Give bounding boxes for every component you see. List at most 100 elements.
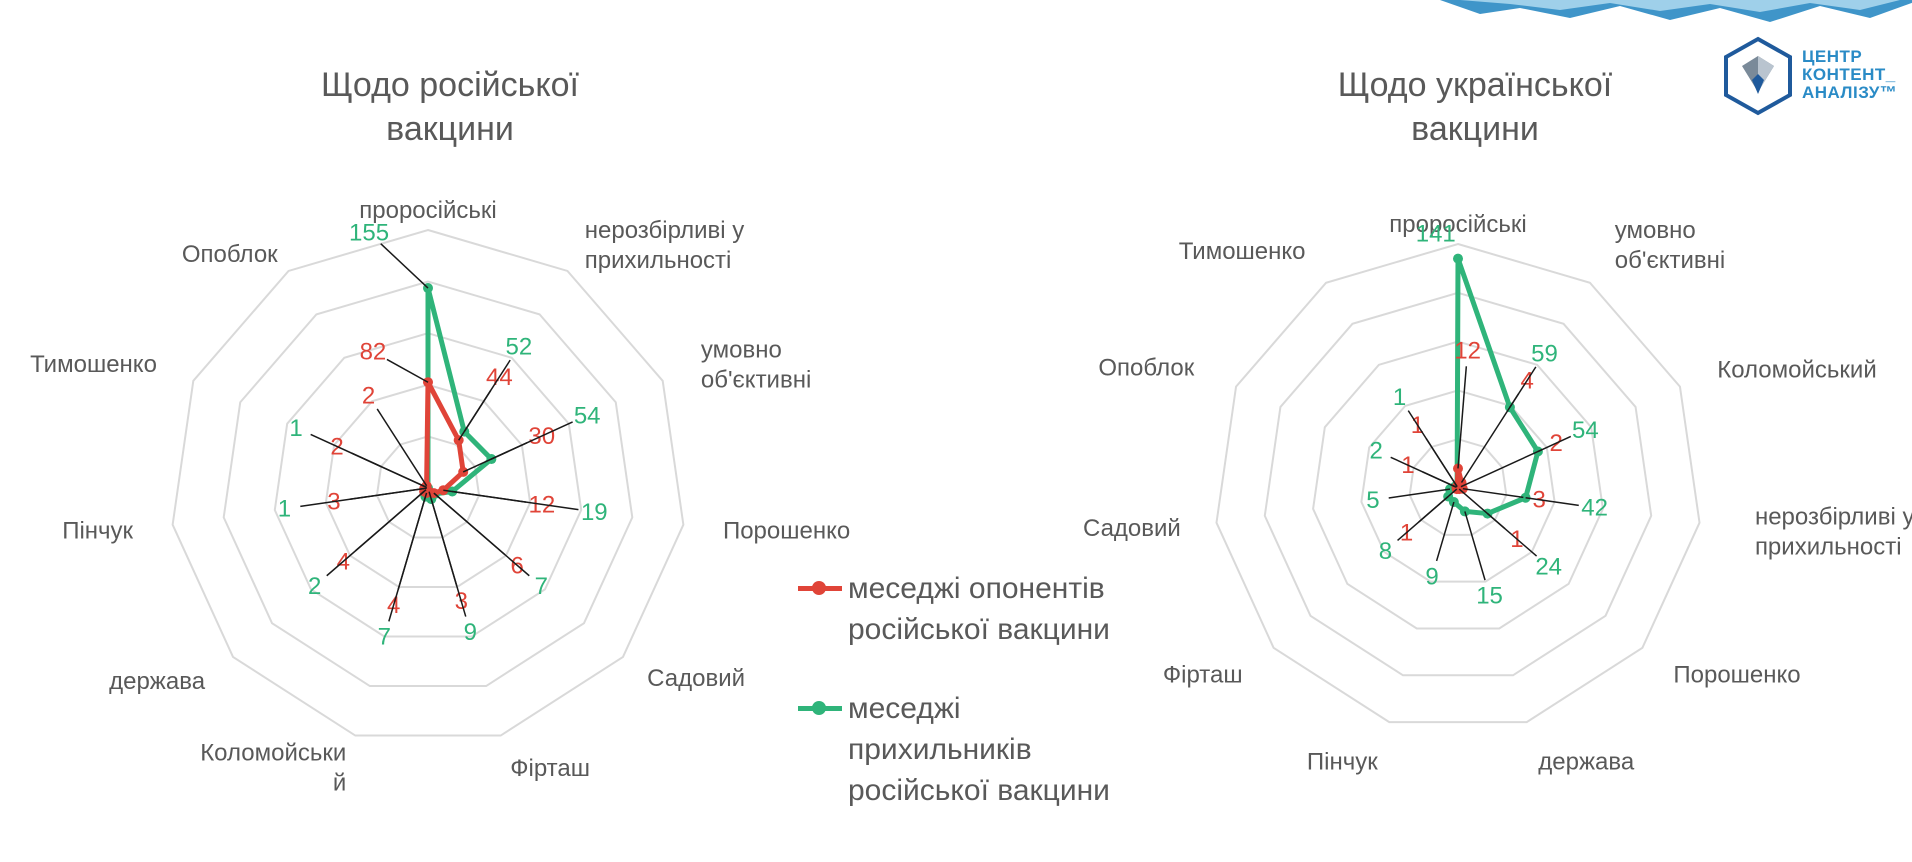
- category-label: Фірташ: [1163, 662, 1243, 689]
- leader-line: [1462, 487, 1524, 499]
- leader-line: [1460, 393, 1520, 483]
- category-label: Пінчук: [62, 517, 133, 544]
- chart-title-line: вакцини: [386, 110, 514, 148]
- leader-line: [326, 489, 427, 577]
- category-label: держава: [1538, 748, 1635, 775]
- grid-ring: [171, 228, 685, 737]
- category-label: Тимошенко: [30, 351, 157, 378]
- leader-line: [1509, 366, 1537, 408]
- data-label: 12: [1454, 337, 1481, 364]
- data-label: 7: [535, 573, 548, 600]
- data-label: 155: [349, 220, 389, 247]
- leader-line: [376, 408, 428, 487]
- data-label: 7: [378, 624, 391, 651]
- data-label: 19: [581, 499, 608, 526]
- legend-label: меседжі: [848, 692, 961, 725]
- grid-ring: [324, 383, 532, 589]
- category-label: умовно об'єктивні: [1615, 217, 1725, 274]
- data-label: 59: [1531, 340, 1558, 367]
- logo-text-line3: АНАЛІЗУ™: [1802, 83, 1898, 102]
- logo-hexagon-icon: [1724, 36, 1792, 116]
- leader-line: [491, 421, 573, 460]
- leader-line: [386, 358, 429, 383]
- leader-line: [1388, 488, 1451, 499]
- decorative-banner: [1440, 0, 1912, 22]
- grid-ring: [1215, 242, 1701, 724]
- data-label: 15: [1476, 582, 1503, 609]
- chart-title-ukrainian-vaccine: Щодо української вакцини: [1265, 63, 1685, 151]
- category-label: Тимошенко: [1179, 238, 1306, 265]
- logo: ЦЕНТР КОНТЕНТ_ АНАЛІЗУ™: [1718, 36, 1908, 116]
- leader-line: [310, 433, 428, 489]
- leader-line: [1464, 511, 1486, 581]
- leader-line: [1457, 366, 1468, 469]
- data-point: [1453, 253, 1463, 264]
- data-label: 141: [1416, 221, 1456, 248]
- category-label: умовно об'єктивні: [701, 336, 811, 393]
- category-label: Пінчук: [1307, 748, 1378, 775]
- category-label: Фірташ: [510, 755, 590, 782]
- leader-line: [1435, 501, 1455, 562]
- grid-ring: [273, 332, 583, 638]
- leader-line: [388, 496, 427, 622]
- grid-ring: [1360, 389, 1556, 583]
- legend-label: російської вакцини: [848, 774, 1110, 807]
- chart-title-line: Щодо української: [1337, 66, 1613, 104]
- grid-ring: [375, 435, 481, 539]
- data-label: 2: [308, 573, 321, 600]
- legend-marker-supporters: [812, 701, 826, 715]
- legend-label: російської вакцини: [848, 613, 1110, 646]
- data-label: 8: [1379, 538, 1392, 565]
- data-label: 42: [1581, 495, 1608, 522]
- category-label: нерозбірливі у прихильності: [1755, 504, 1912, 561]
- leader-line: [300, 487, 427, 508]
- data-label: 82: [360, 339, 387, 366]
- data-label: 52: [505, 334, 532, 361]
- leader-line: [1397, 495, 1449, 541]
- leader-line: [1537, 435, 1572, 453]
- category-label: Коломойський: [1717, 357, 1877, 384]
- chart-title-line: вакцини: [1411, 110, 1539, 148]
- radar-chart-0: проросійські нерозбірливі у прихильності ум…: [30, 197, 850, 796]
- leader-line: [1487, 512, 1538, 557]
- grid-ring: [222, 280, 634, 688]
- leader-line: [1407, 410, 1458, 488]
- data-label: 2: [1369, 438, 1382, 465]
- legend-marker-opponents: [812, 581, 826, 595]
- leader-line: [380, 243, 429, 289]
- data-label: 9: [1425, 563, 1438, 590]
- category-label: держава: [109, 668, 206, 695]
- logo-text-line1: ЦЕНТР: [1802, 47, 1863, 66]
- leader-line: [1525, 496, 1579, 507]
- logo-text-line2: КОНТЕНТ_: [1802, 65, 1896, 84]
- category-label: нерозбірливі у прихильності: [585, 217, 745, 274]
- data-label: 54: [1572, 417, 1599, 444]
- data-label: 1: [1393, 384, 1406, 411]
- leader-line: [463, 359, 511, 432]
- data-label: 2: [362, 382, 375, 409]
- leader-line: [452, 490, 579, 511]
- grid-ring: [1408, 438, 1508, 536]
- category-label: Порошенко: [1673, 662, 1800, 689]
- leader-line: [1460, 449, 1542, 488]
- legend-label: прихильників: [848, 733, 1032, 766]
- category-label: Садовий: [647, 665, 745, 692]
- category-label: Порошенко: [723, 517, 850, 544]
- grid-ring: [1312, 340, 1604, 630]
- leader-line: [430, 498, 467, 617]
- category-label: проросійські: [359, 197, 496, 224]
- data-label: 5: [1366, 487, 1379, 514]
- chart-title-russian-vaccine: Щодо російської вакцини: [240, 63, 660, 151]
- radar-chart-1: проросійські умовно об'єктивні Коломойський…: [1083, 211, 1912, 775]
- leader-line: [434, 493, 530, 577]
- data-label: 24: [1535, 554, 1562, 581]
- data-label: 54: [574, 402, 601, 429]
- leader-line: [1390, 456, 1456, 488]
- category-label: проросійські: [1389, 211, 1526, 238]
- category-label: Опоблок: [1098, 355, 1194, 382]
- data-label: 1: [289, 415, 302, 442]
- data-label: 9: [464, 619, 477, 646]
- legend-label: меседжі опонентів: [848, 572, 1105, 605]
